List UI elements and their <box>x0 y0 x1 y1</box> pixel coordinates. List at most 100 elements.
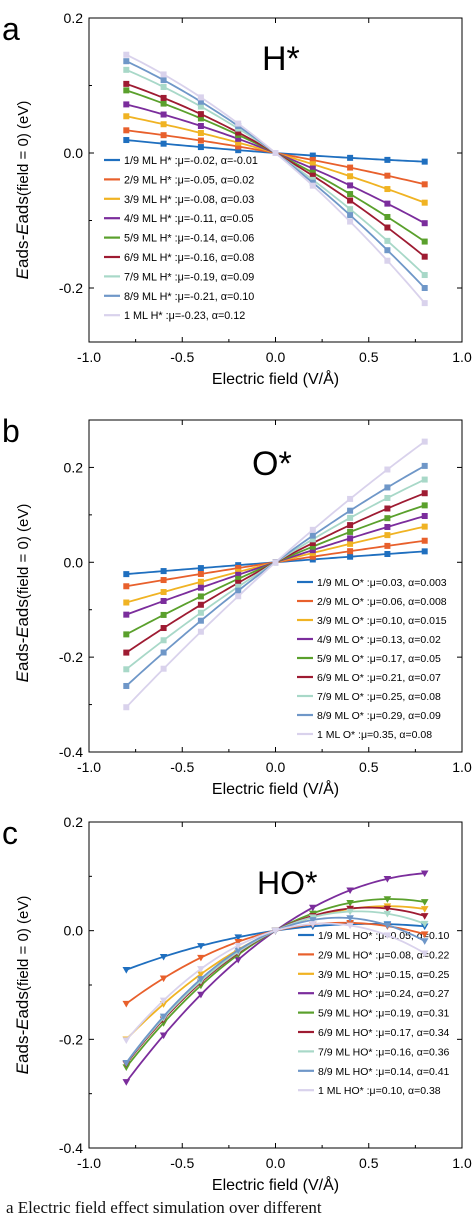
data-point <box>347 212 354 219</box>
data-point <box>197 617 204 624</box>
data-point <box>346 908 354 916</box>
data-point <box>123 113 130 120</box>
data-point <box>309 921 317 928</box>
data-point <box>123 631 130 638</box>
data-point <box>234 947 242 955</box>
data-point <box>197 966 205 973</box>
legend-entry: 5/9 ML O* :μ=0.17, α=0.05 <box>317 653 441 665</box>
x-axis-label: Electric field (V/Å) <box>212 1175 339 1194</box>
data-point <box>347 548 354 555</box>
data-point <box>346 887 354 895</box>
x-tick-label: 0.5 <box>359 1155 379 1171</box>
legend-entry: 4/9 ML HO* :μ=0.24, α=0.27 <box>318 988 450 1000</box>
legend-entry: 7/9 ML O* :μ=0.25, α=0.08 <box>317 691 441 703</box>
data-point <box>197 584 204 591</box>
data-point <box>421 502 428 509</box>
data-point <box>383 876 392 883</box>
data-point <box>159 975 168 983</box>
x-tick-label: -0.5 <box>170 349 194 365</box>
data-point <box>421 512 428 519</box>
data-point <box>384 532 391 539</box>
data-point <box>123 101 130 108</box>
data-point <box>235 135 242 142</box>
data-point <box>234 942 242 950</box>
data-point <box>160 589 167 596</box>
data-point <box>420 931 429 938</box>
data-point <box>235 143 242 150</box>
data-point <box>420 870 429 878</box>
data-point <box>347 528 354 535</box>
data-point <box>420 938 429 945</box>
data-point <box>123 599 130 606</box>
data-point <box>234 934 242 941</box>
data-point <box>421 476 428 483</box>
data-point <box>123 58 130 65</box>
data-point <box>197 991 205 999</box>
data-point <box>421 300 428 307</box>
data-point <box>420 899 429 906</box>
data-point <box>160 83 167 90</box>
data-point <box>347 206 354 213</box>
data-point <box>384 466 391 473</box>
data-point <box>347 173 354 180</box>
data-point <box>347 191 354 198</box>
data-point <box>160 649 167 656</box>
y-tick-label: -0.2 <box>59 1031 83 1047</box>
data-point <box>347 495 354 502</box>
data-point <box>235 571 242 578</box>
data-point <box>123 137 130 144</box>
data-point <box>347 507 354 514</box>
data-point <box>234 956 242 964</box>
data-point <box>347 540 354 547</box>
data-point <box>123 66 130 73</box>
data-point <box>123 127 130 134</box>
data-point <box>309 536 316 543</box>
data-point <box>197 137 204 144</box>
data-point <box>384 494 391 501</box>
x-tick-label: 0.0 <box>266 1155 286 1171</box>
data-point <box>271 927 280 935</box>
data-point <box>421 158 428 165</box>
y-tick-label: -0.2 <box>59 649 83 665</box>
data-point <box>347 197 354 204</box>
legend-entry: 6/9 ML HO* :μ=0.17, α=0.34 <box>318 1027 450 1039</box>
panel-label: a <box>2 11 20 47</box>
series-line-6 <box>126 83 426 258</box>
data-point <box>123 80 130 87</box>
legend-entry: 1 ML HO* :μ=0.10, α=0.38 <box>318 1085 441 1097</box>
legend-entry: 1/9 ML HO* :μ=0.05, α=0.10 <box>318 930 450 942</box>
x-tick-label: 1.0 <box>452 349 472 365</box>
data-point <box>123 571 130 578</box>
data-point <box>347 535 354 542</box>
legend-entry: 1/9 ML H* :μ=-0.02, α=-0.01 <box>124 155 258 167</box>
y-axis-label: Eads-Eads(field = 0) (eV) <box>13 101 32 280</box>
data-point <box>346 900 354 907</box>
legend-entry: 6/9 ML H* :μ=-0.16, α=0.08 <box>124 252 254 264</box>
data-point <box>384 247 391 254</box>
data-point <box>122 1064 131 1071</box>
legend-entry: 3/9 ML H* :μ=-0.08, α=0.03 <box>124 194 254 206</box>
panel-label: b <box>2 413 20 449</box>
data-point <box>420 913 429 920</box>
data-point <box>159 953 168 961</box>
data-point <box>197 601 204 608</box>
data-point <box>421 181 428 188</box>
legend-entry: 8/9 ML HO* :μ=0.14, α=0.41 <box>318 1066 450 1078</box>
data-point <box>309 526 316 533</box>
panel-label: c <box>2 815 18 851</box>
series-line-6 <box>125 492 426 654</box>
data-point <box>384 542 391 549</box>
data-point <box>309 157 316 164</box>
x-tick-label: 0.5 <box>359 759 379 775</box>
data-point <box>160 71 167 78</box>
data-point <box>197 123 204 129</box>
data-point <box>122 966 131 974</box>
data-point <box>421 523 428 530</box>
data-point <box>197 609 204 616</box>
chart-panel-b: -1.0 -0.5 0.0 0.5 1.0 0.2 0.0 -0.2 -0.4 b O* Electr… <box>2 413 472 798</box>
data-point <box>234 938 242 946</box>
data-point <box>346 922 354 930</box>
data-point <box>421 220 428 227</box>
data-point <box>384 213 391 220</box>
